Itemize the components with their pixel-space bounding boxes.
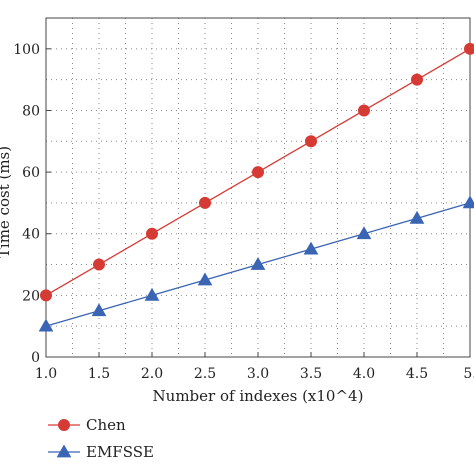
y-tick-label: 40: [22, 227, 40, 243]
data-point: [462, 195, 474, 209]
legend-label: EMFSSE: [86, 443, 154, 461]
data-point: [38, 318, 54, 332]
x-tick-label: 2.0: [141, 366, 163, 382]
x-axis-ticks: 1.0 1.5 2.0 2.5 3.0 3.5 4.0 4.5 5.: [35, 352, 474, 382]
data-point: [303, 241, 319, 255]
legend-marker: [56, 444, 72, 458]
series-emfsse: [38, 195, 474, 332]
y-tick-label: 80: [22, 103, 40, 119]
x-tick-label: 4.5: [406, 366, 428, 382]
y-tick-label: 20: [22, 288, 40, 304]
x-tick-label: 1.5: [88, 366, 110, 382]
data-point: [358, 104, 370, 117]
x-tick-label: 2.5: [194, 366, 216, 382]
data-point: [356, 226, 372, 240]
y-axis-ticks: 0 20 40 60 80 100: [13, 42, 51, 366]
legend-marker: [58, 419, 70, 431]
data-point: [91, 303, 107, 317]
x-axis-label: Number of indexes (x10^4): [153, 387, 364, 405]
y-tick-label: 100: [13, 42, 40, 58]
data-point: [409, 210, 425, 224]
data-point: [93, 258, 105, 271]
x-tick-label: 1.0: [35, 366, 57, 382]
y-tick-label: 0: [31, 350, 40, 366]
data-point: [250, 257, 266, 270]
y-tick-label: 60: [22, 165, 40, 181]
data-point: [144, 287, 160, 301]
grid-lines: [45, 18, 471, 357]
legend-item-emfsse: EMFSSE: [48, 443, 154, 461]
legend-label: Chen: [86, 416, 126, 434]
x-tick-label: 3.5: [300, 366, 322, 382]
data-point: [40, 289, 52, 302]
data-point: [305, 135, 317, 148]
legend-item-chen: Chen: [48, 416, 126, 434]
series-layer: [38, 42, 474, 332]
data-point: [252, 166, 264, 179]
x-tick-label: 5.: [463, 366, 474, 382]
data-point: [411, 73, 423, 86]
x-tick-label: 4.0: [353, 366, 375, 382]
data-point: [199, 196, 211, 209]
x-tick-label: 3.0: [247, 366, 269, 382]
data-point: [197, 272, 213, 286]
data-point: [464, 42, 474, 55]
y-axis-label: Time cost (ms): [0, 146, 13, 258]
legend: Chen EMFSSE: [48, 416, 154, 461]
data-point: [146, 227, 158, 240]
series-chen: [40, 42, 474, 302]
